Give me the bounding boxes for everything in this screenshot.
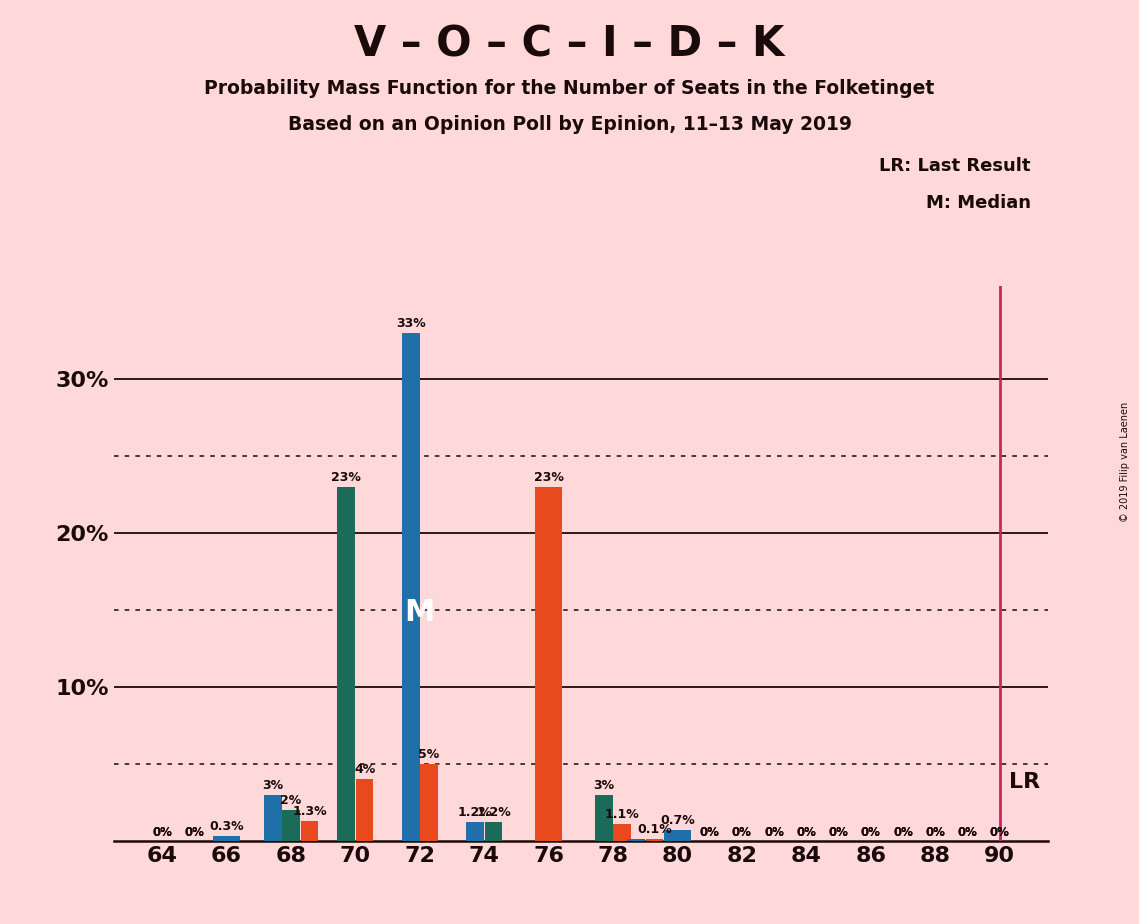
Text: 0%: 0% — [185, 825, 204, 839]
Text: 4%: 4% — [354, 763, 375, 776]
Text: 0%: 0% — [796, 825, 817, 839]
Text: 0%: 0% — [861, 826, 880, 839]
Text: Probability Mass Function for the Number of Seats in the Folketinget: Probability Mass Function for the Number… — [204, 79, 935, 98]
Text: 0%: 0% — [861, 825, 880, 839]
Text: © 2019 Filip van Laenen: © 2019 Filip van Laenen — [1121, 402, 1130, 522]
Text: 0%: 0% — [958, 825, 977, 839]
Bar — [664, 830, 690, 841]
Text: 0%: 0% — [764, 825, 784, 839]
Bar — [264, 795, 281, 841]
Bar — [355, 779, 374, 841]
Text: 1.2%: 1.2% — [476, 807, 510, 820]
Text: 1.2%: 1.2% — [458, 807, 492, 820]
Text: 0%: 0% — [153, 825, 172, 839]
Bar — [337, 487, 355, 841]
Text: 1.1%: 1.1% — [605, 808, 640, 821]
Text: 0%: 0% — [925, 826, 945, 839]
Bar — [301, 821, 318, 841]
Text: 0%: 0% — [925, 825, 945, 839]
Text: 0%: 0% — [764, 826, 784, 839]
Text: 0%: 0% — [828, 826, 849, 839]
Bar — [402, 333, 419, 841]
Text: 23%: 23% — [331, 470, 361, 483]
Text: 33%: 33% — [396, 317, 426, 330]
Bar — [646, 839, 663, 841]
Text: 0%: 0% — [893, 826, 912, 839]
Text: 3%: 3% — [593, 779, 614, 792]
Text: 0%: 0% — [828, 825, 849, 839]
Text: 0%: 0% — [699, 825, 720, 839]
Bar — [595, 795, 613, 841]
Text: 0%: 0% — [153, 826, 172, 839]
Text: 0%: 0% — [958, 826, 977, 839]
Text: M: Median: M: Median — [926, 194, 1031, 212]
Bar — [282, 810, 300, 841]
Text: 0%: 0% — [990, 825, 1009, 839]
Bar — [466, 822, 484, 841]
Bar — [614, 824, 631, 841]
Text: 0.1%: 0.1% — [637, 823, 672, 836]
Text: 0%: 0% — [796, 826, 817, 839]
Text: 1.3%: 1.3% — [292, 805, 327, 818]
Text: LR: Last Result: LR: Last Result — [879, 157, 1031, 175]
Text: 0.7%: 0.7% — [661, 814, 695, 827]
Text: 0%: 0% — [893, 825, 912, 839]
Text: 0.3%: 0.3% — [210, 821, 244, 833]
Text: 23%: 23% — [534, 470, 564, 483]
Text: M: M — [404, 598, 435, 626]
Text: V – O – C – I – D – K: V – O – C – I – D – K — [354, 23, 785, 65]
Bar — [628, 839, 645, 841]
Text: 0%: 0% — [185, 826, 204, 839]
Text: 3%: 3% — [262, 779, 284, 792]
Text: LR: LR — [1009, 772, 1040, 792]
Text: 0%: 0% — [990, 826, 1009, 839]
Bar — [420, 764, 437, 841]
Text: Based on an Opinion Poll by Epinion, 11–13 May 2019: Based on an Opinion Poll by Epinion, 11–… — [287, 116, 852, 135]
Text: 0%: 0% — [732, 825, 752, 839]
Text: 0%: 0% — [732, 826, 752, 839]
Bar — [484, 822, 502, 841]
Bar — [213, 836, 240, 841]
Text: 0%: 0% — [699, 826, 720, 839]
Bar — [535, 487, 562, 841]
Text: 5%: 5% — [418, 748, 440, 760]
Text: 2%: 2% — [280, 794, 302, 807]
